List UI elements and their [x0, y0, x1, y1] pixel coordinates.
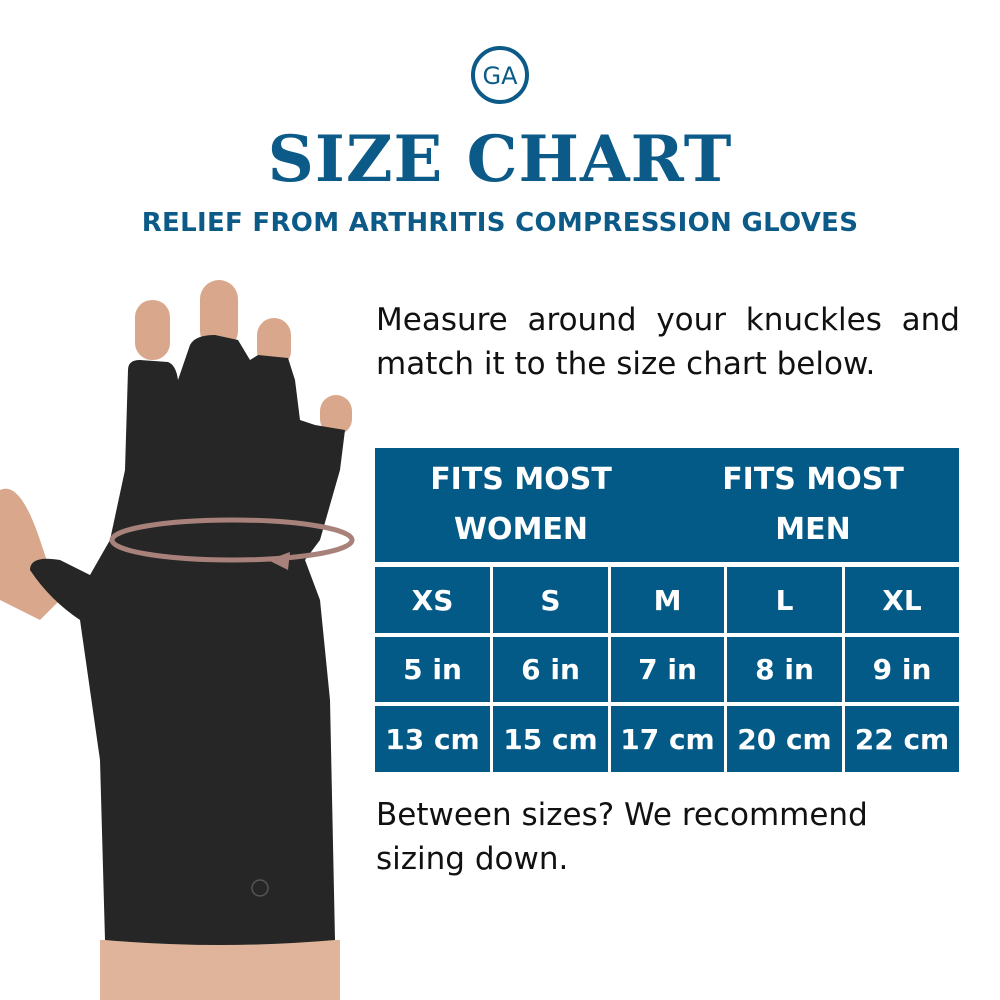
- size-cell: XL: [845, 567, 959, 633]
- cm-cell: 22 cm: [845, 706, 959, 772]
- group-label: FITS MOST WOMEN: [430, 462, 612, 547]
- group-women-header: FITS MOST WOMEN: [375, 448, 667, 562]
- inch-cell: 6 in: [493, 637, 608, 702]
- cm-cell: 17 cm: [611, 706, 724, 772]
- svg-text:GA: GA: [482, 62, 518, 90]
- size-cell: L: [727, 567, 842, 633]
- brand-logo: GA: [471, 46, 529, 104]
- page-subtitle: RELIEF FROM ARTHRITIS COMPRESSION GLOVES: [141, 208, 859, 238]
- size-cell: XS: [375, 567, 490, 633]
- glove-hand-image: [0, 280, 355, 1000]
- sizing-advice: Between sizes? We recommend sizing down.: [376, 797, 868, 877]
- inch-cell: 8 in: [727, 637, 842, 702]
- cm-cell: 20 cm: [727, 706, 842, 772]
- inch-cell: 5 in: [375, 637, 490, 702]
- group-label: FITS MOST MEN: [722, 462, 904, 547]
- cm-cell: 13 cm: [375, 706, 490, 772]
- page-title: SIZE CHART: [267, 122, 733, 197]
- group-men-header: FITS MOST MEN: [667, 448, 959, 562]
- measure-instructions: Measure around your knuckles and match i…: [376, 302, 960, 382]
- size-cell: S: [493, 567, 608, 633]
- inch-cell: 9 in: [845, 637, 959, 702]
- size-cell: M: [611, 567, 724, 633]
- inch-cell: 7 in: [611, 637, 724, 702]
- cm-cell: 15 cm: [493, 706, 608, 772]
